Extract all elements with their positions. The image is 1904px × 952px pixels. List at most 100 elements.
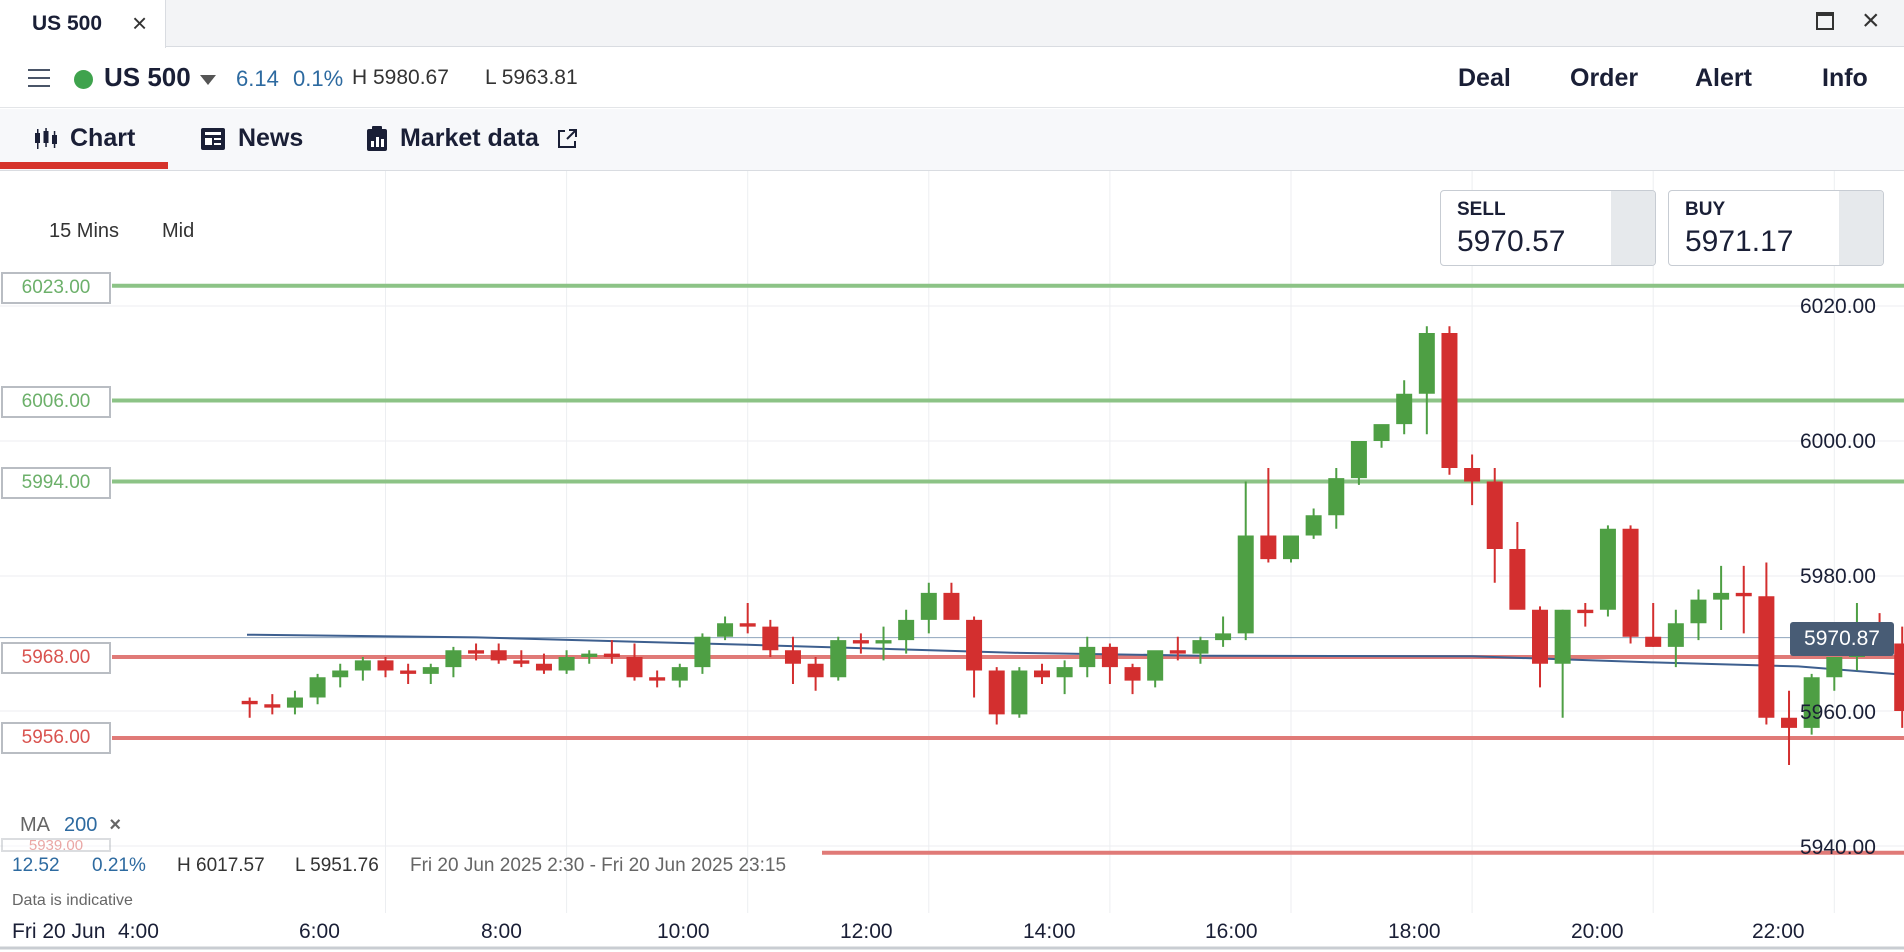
deal-button[interactable]: Deal bbox=[1458, 64, 1511, 92]
candle[interactable] bbox=[558, 650, 575, 674]
candle[interactable] bbox=[988, 667, 1005, 725]
candle[interactable] bbox=[1373, 424, 1390, 448]
candle[interactable] bbox=[1079, 636, 1096, 678]
window-tab[interactable]: US 500 × bbox=[0, 0, 166, 48]
candle[interactable] bbox=[1305, 508, 1322, 539]
price-type-selector[interactable]: Mid bbox=[162, 220, 195, 242]
level-label-6023[interactable]: 6023.00 bbox=[1, 272, 111, 304]
level-label-5939[interactable]: 5939.00 bbox=[1, 838, 111, 852]
tab-market-data[interactable]: Market data bbox=[366, 124, 578, 160]
candle[interactable] bbox=[1283, 535, 1299, 563]
candle[interactable] bbox=[1464, 454, 1481, 506]
candle[interactable] bbox=[762, 619, 779, 657]
interval-selector[interactable]: 15 Mins bbox=[49, 220, 120, 242]
candle[interactable] bbox=[1645, 603, 1662, 647]
chevron-down-icon[interactable] bbox=[200, 75, 216, 85]
candle[interactable] bbox=[671, 663, 688, 688]
candle[interactable] bbox=[581, 650, 598, 664]
candle[interactable] bbox=[1147, 650, 1164, 688]
candle[interactable] bbox=[1260, 468, 1277, 563]
candle[interactable] bbox=[739, 603, 756, 634]
candle[interactable] bbox=[1486, 468, 1503, 583]
candle[interactable] bbox=[1554, 609, 1571, 718]
candle[interactable] bbox=[1826, 657, 1843, 691]
candle[interactable] bbox=[1215, 616, 1232, 647]
candle[interactable] bbox=[286, 690, 303, 715]
candle[interactable] bbox=[445, 646, 462, 678]
candle[interactable] bbox=[354, 657, 371, 681]
candle[interactable] bbox=[1690, 589, 1707, 641]
tab-chart[interactable]: Chart bbox=[34, 124, 135, 160]
candle[interactable] bbox=[603, 640, 620, 664]
tab-news[interactable]: News bbox=[200, 124, 303, 160]
candle[interactable] bbox=[422, 663, 439, 684]
candle[interactable] bbox=[309, 673, 326, 705]
level-label-5968[interactable]: 5968.00 bbox=[1, 642, 111, 674]
candle[interactable] bbox=[490, 643, 507, 664]
level-label-5994[interactable]: 5994.00 bbox=[1, 467, 111, 499]
candle[interactable] bbox=[241, 697, 258, 718]
market-name[interactable]: US 500 bbox=[104, 62, 191, 92]
candle[interactable] bbox=[1532, 606, 1549, 688]
candle[interactable] bbox=[1056, 660, 1073, 695]
candle[interactable] bbox=[1169, 636, 1186, 661]
candle[interactable] bbox=[1713, 565, 1730, 630]
candle[interactable] bbox=[264, 694, 281, 715]
hamburger-menu-icon[interactable] bbox=[28, 69, 50, 87]
candle[interactable] bbox=[943, 582, 960, 620]
candle[interactable] bbox=[1350, 441, 1367, 485]
candle[interactable] bbox=[1735, 565, 1752, 634]
candle[interactable] bbox=[535, 653, 552, 674]
candle[interactable] bbox=[626, 643, 643, 681]
candle[interactable] bbox=[717, 616, 734, 641]
candle[interactable] bbox=[1328, 468, 1345, 529]
x-tick-label: 6:00 bbox=[299, 920, 340, 943]
candle[interactable] bbox=[807, 657, 824, 691]
candle[interactable] bbox=[852, 633, 869, 654]
candle[interactable] bbox=[1781, 690, 1798, 765]
candle[interactable] bbox=[513, 650, 530, 668]
candle[interactable] bbox=[784, 636, 801, 684]
candle[interactable] bbox=[468, 643, 485, 661]
candle[interactable] bbox=[1101, 643, 1118, 685]
candle[interactable] bbox=[1441, 326, 1458, 475]
candle[interactable] bbox=[694, 633, 711, 674]
close-icon[interactable]: × bbox=[1862, 4, 1880, 37]
candle[interactable] bbox=[1124, 663, 1141, 695]
candle[interactable] bbox=[830, 636, 847, 681]
indicator-period[interactable]: 200 bbox=[64, 814, 98, 836]
candle[interactable] bbox=[1667, 609, 1684, 668]
remove-indicator-icon[interactable]: × bbox=[109, 814, 122, 836]
level-label-6006[interactable]: 6006.00 bbox=[1, 386, 111, 418]
candle[interactable] bbox=[1577, 603, 1594, 627]
candle[interactable] bbox=[1803, 673, 1820, 735]
candle[interactable] bbox=[332, 663, 349, 688]
candle[interactable] bbox=[875, 626, 892, 661]
candle[interactable] bbox=[1011, 667, 1028, 718]
candle[interactable] bbox=[1237, 481, 1254, 641]
candle[interactable] bbox=[966, 616, 983, 698]
maximize-icon[interactable] bbox=[1816, 12, 1834, 30]
candle[interactable] bbox=[1894, 626, 1904, 728]
candle[interactable] bbox=[1396, 380, 1413, 435]
candle[interactable] bbox=[1758, 562, 1775, 725]
candle[interactable] bbox=[400, 663, 417, 684]
candle[interactable] bbox=[1509, 522, 1526, 610]
candle[interactable] bbox=[898, 609, 915, 654]
alert-button[interactable]: Alert bbox=[1695, 64, 1752, 92]
level-label-5956[interactable]: 5956.00 bbox=[1, 722, 111, 754]
buy-button[interactable]: BUY 5971.17 bbox=[1668, 190, 1884, 266]
order-button[interactable]: Order bbox=[1570, 64, 1639, 92]
candle[interactable] bbox=[1599, 525, 1616, 617]
candle[interactable] bbox=[377, 657, 394, 678]
candle[interactable] bbox=[1418, 326, 1435, 435]
candle[interactable] bbox=[649, 670, 666, 688]
info-button[interactable]: Info bbox=[1822, 64, 1868, 92]
candle[interactable] bbox=[1622, 525, 1639, 644]
sell-button[interactable]: SELL 5970.57 bbox=[1440, 190, 1656, 266]
candle[interactable] bbox=[1192, 636, 1209, 664]
tab-close-icon[interactable]: × bbox=[132, 8, 148, 38]
candle[interactable] bbox=[920, 582, 937, 634]
candle[interactable] bbox=[1033, 663, 1050, 684]
